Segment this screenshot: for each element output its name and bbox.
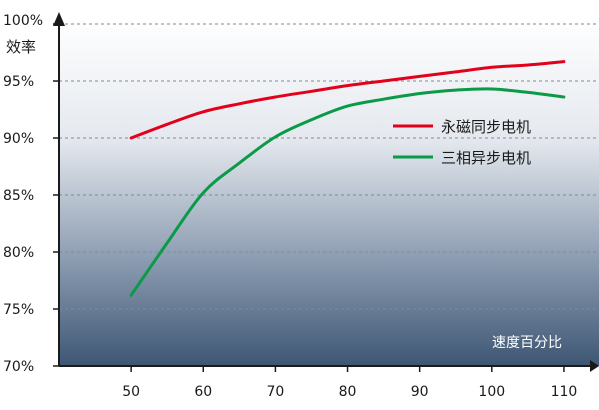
x-tick-label: 70 xyxy=(266,384,284,400)
x-tick-label: 90 xyxy=(411,384,429,400)
legend: 永磁同步电机 三相异步电机 xyxy=(393,118,531,167)
x-axis-label: 速度百分比 xyxy=(492,335,562,351)
x-tick-label: 110 xyxy=(551,384,578,400)
x-tick-labels: 50 60 70 80 90 100 110 xyxy=(122,384,577,400)
x-axis-arrow xyxy=(590,360,599,372)
x-tick-label: 50 xyxy=(122,384,140,400)
y-tick-label: 90% xyxy=(3,131,34,147)
legend-label-induction: 三相异步电机 xyxy=(441,149,531,167)
series-line-permanent-magnet xyxy=(129,60,566,140)
series-lines xyxy=(129,60,566,297)
legend-label-permanent-magnet: 永磁同步电机 xyxy=(441,118,531,136)
y-tick-labels: 100% 95% 90% 85% 80% 75% 70% xyxy=(3,13,43,375)
series-line-induction xyxy=(129,87,566,297)
x-tick-label: 60 xyxy=(194,384,212,400)
y-tick-label: 70% xyxy=(3,359,34,375)
y-tick-label: 95% xyxy=(3,74,34,90)
gridlines xyxy=(59,23,599,310)
x-tick-label: 80 xyxy=(339,384,357,400)
y-axis-arrow xyxy=(53,12,65,26)
y-tick-label: 75% xyxy=(3,302,34,318)
y-tick-label: 85% xyxy=(3,188,34,204)
y-tick-label: 100% xyxy=(3,13,43,29)
axes xyxy=(53,12,599,372)
y-axis-label: 效率 xyxy=(6,38,36,56)
plot-background xyxy=(59,18,599,366)
x-tick-label: 100 xyxy=(478,384,505,400)
y-tick-label: 80% xyxy=(3,245,34,261)
